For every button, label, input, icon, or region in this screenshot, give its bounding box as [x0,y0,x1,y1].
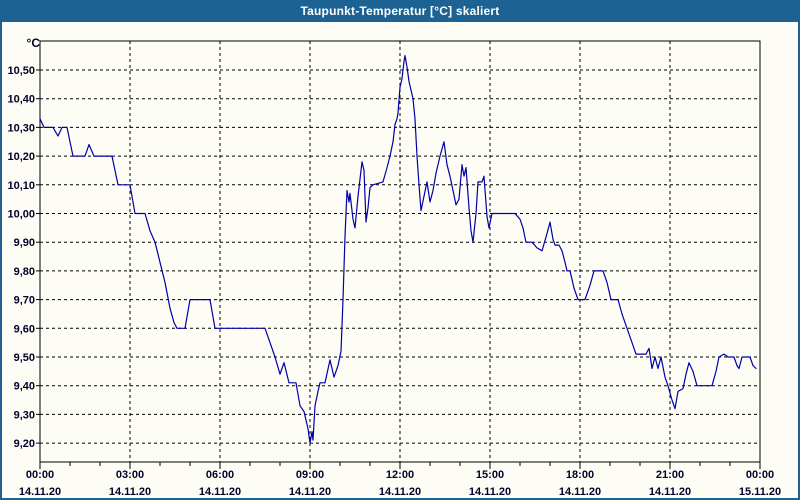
x-tick-time-label: 00:00 [746,469,774,481]
y-tick-label: 9,40 [14,381,35,393]
x-tick-time-label: 03:00 [116,469,144,481]
x-tick-date-label: 14.11.20 [289,486,331,498]
x-tick-time-label: 15:00 [476,469,504,481]
y-tick-label: 9,70 [14,295,35,307]
x-tick-time-label: 12:00 [386,469,414,481]
x-tick-time-label: 06:00 [206,469,234,481]
y-axis-unit-label: °C [26,36,40,50]
y-tick-label: 9,90 [14,237,35,249]
y-tick-label: 10,00 [7,209,35,221]
x-tick-date-label: 14.11.20 [649,486,691,498]
y-tick-label: 9,20 [14,438,35,450]
y-tick-label: 9,80 [14,266,35,278]
y-tick-label: 10,20 [7,151,35,163]
plot-border [39,40,761,463]
y-tick-label: 10,40 [7,94,35,106]
y-tick-label: 9,60 [14,323,35,335]
x-tick-date-label: 14.11.20 [109,486,151,498]
title-bar: Taupunkt-Temperatur [°C] skaliert [0,0,800,22]
x-tick-time-label: 09:00 [296,469,324,481]
y-tick-label: 10,30 [7,122,35,134]
x-tick-time-label: 21:00 [656,469,684,481]
y-tick-label: 9,30 [14,409,35,421]
y-tick-label: 10,50 [7,65,35,77]
x-tick-date-label: 14.11.20 [379,486,421,498]
x-tick-time-label: 00:00 [26,469,54,481]
x-tick-time-label: 18:00 [566,469,594,481]
x-tick-date-label: 14.11.20 [469,486,511,498]
chart-title: Taupunkt-Temperatur [°C] skaliert [300,4,500,18]
x-tick-date-label: 14.11.20 [199,486,241,498]
x-tick-date-label: 15.11.20 [739,486,781,498]
x-tick-date-label: 14.11.20 [19,486,61,498]
y-tick-label: 9,50 [14,352,35,364]
y-tick-label: 10,10 [7,180,35,192]
series-line [39,54,757,444]
x-tick-date-label: 14.11.20 [559,486,601,498]
